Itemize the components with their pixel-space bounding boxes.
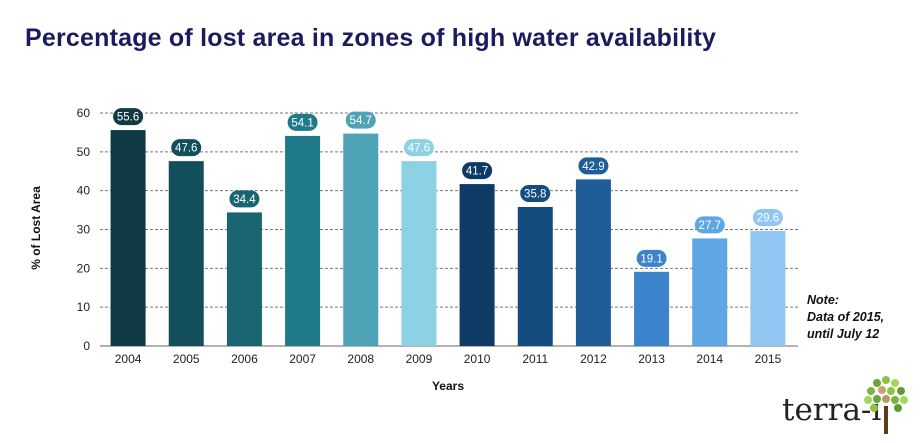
x-tick-label: 2011: [522, 352, 548, 366]
x-tick-label: 2009: [406, 352, 433, 366]
data-label-badge: [578, 157, 609, 175]
data-label: 27.7: [699, 220, 721, 232]
data-label-badge: [520, 184, 551, 202]
note-line: Data of 2015,: [807, 310, 885, 324]
y-tick-label: 50: [77, 145, 91, 159]
x-tick-label: 2007: [289, 352, 316, 366]
data-label: 35.8: [524, 188, 546, 200]
x-tick-label: 2013: [638, 352, 665, 366]
data-label: 41.7: [466, 166, 488, 178]
bar-2004: [110, 130, 146, 346]
data-label: 19.1: [640, 253, 662, 265]
data-label: 55.6: [117, 112, 139, 124]
y-axis-label: % of Lost Area: [29, 186, 43, 270]
bar-2014: [692, 238, 728, 346]
data-label: 29.6: [757, 213, 779, 225]
y-tick-label: 10: [77, 300, 91, 314]
x-axis-label: Years: [432, 379, 464, 393]
bar-2011: [517, 206, 553, 346]
data-label: 54.7: [350, 115, 372, 127]
note-line: until July 12: [807, 327, 880, 341]
bar-2006: [226, 212, 262, 346]
data-label-badge: [752, 209, 783, 227]
data-label-badge: [694, 216, 725, 234]
data-label: 47.6: [408, 143, 430, 155]
bars: [110, 130, 786, 346]
data-label: 42.9: [582, 161, 604, 173]
grid-lines: [100, 112, 798, 347]
terra-i-logo: terra-i: [782, 370, 917, 440]
y-tick-label: 0: [83, 339, 90, 353]
data-label: 47.6: [175, 143, 197, 155]
bar-2005: [168, 161, 204, 346]
bar-2008: [343, 133, 379, 346]
data-label-badge: [171, 139, 202, 157]
note: Note: Data of 2015, until July 12: [807, 292, 884, 343]
note-heading: Note:: [807, 293, 839, 307]
data-label: 54.1: [291, 117, 313, 129]
data-labels: 55.6 47.6 34.4 54.1 54.7 47.6 41.7 35.8 42.9 19.1…: [113, 108, 783, 267]
y-tick-label: 60: [77, 106, 91, 120]
data-label-badge: [462, 162, 493, 180]
x-tick-label: 2012: [580, 352, 607, 366]
bar-2015: [750, 231, 786, 346]
x-tick-label: 2005: [173, 352, 200, 366]
data-label-badge: [636, 249, 667, 267]
bar-2009: [401, 161, 437, 346]
y-tick-label: 20: [77, 261, 91, 275]
x-tick-label: 2015: [755, 352, 782, 366]
data-label-badge: [345, 111, 376, 129]
bar-2013: [634, 271, 670, 346]
y-tick-label: 40: [77, 184, 91, 198]
chart-title: Percentage of lost area in zones of high…: [25, 24, 717, 52]
data-label-badge: [113, 108, 144, 126]
bar-2010: [459, 184, 495, 346]
y-axis-ticks: 0 10 20 30 40 50 60: [77, 106, 91, 353]
data-label-badge: [403, 139, 434, 157]
x-axis-ticks: 2004 2005 2006 2007 2008 2009 2010 2011 2012 2013…: [115, 352, 782, 366]
bar-2007: [285, 135, 321, 346]
bar-2012: [575, 179, 611, 346]
data-label-badge: [229, 190, 260, 208]
x-tick-label: 2014: [696, 352, 723, 366]
x-tick-label: 2008: [347, 352, 374, 366]
y-tick-label: 30: [77, 223, 91, 237]
data-label-badge: [287, 113, 318, 131]
x-tick-label: 2006: [231, 352, 258, 366]
x-tick-label: 2004: [115, 352, 142, 366]
x-tick-label: 2010: [464, 352, 491, 366]
data-label: 34.4: [233, 194, 256, 206]
tree-logo-icon: [864, 376, 908, 434]
